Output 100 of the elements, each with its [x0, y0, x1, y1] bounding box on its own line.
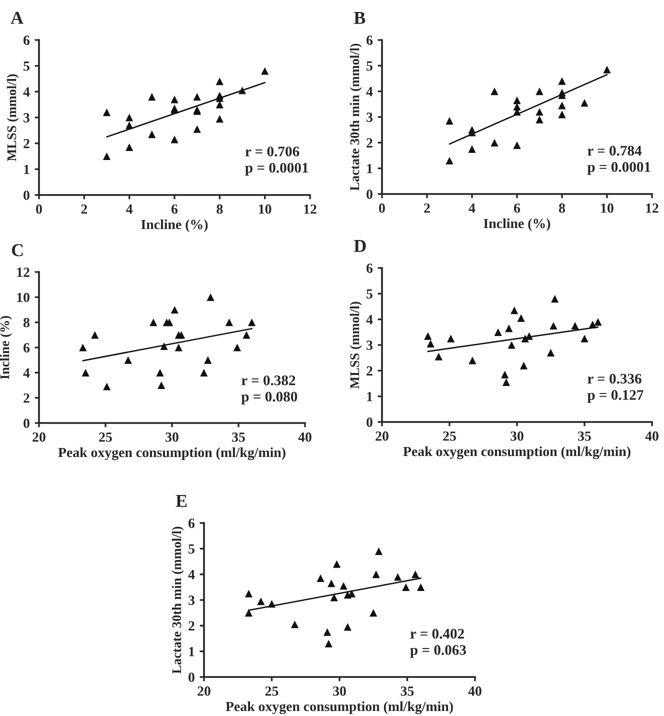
- x-axis-title: Incline (%): [141, 219, 208, 232]
- y-tick-label: 4: [366, 87, 373, 96]
- point: [558, 102, 566, 110]
- point: [216, 78, 224, 86]
- y-tick-label: 1: [367, 164, 372, 174]
- x-tick-label: 12: [304, 204, 316, 214]
- point: [233, 344, 241, 352]
- x-tick-label: 8: [216, 204, 223, 214]
- x-axis-title: Peak oxygen consumption (ml/kg/min): [58, 447, 286, 460]
- point: [102, 152, 111, 160]
- point: [536, 88, 544, 96]
- y-tick-label: 0: [366, 190, 372, 199]
- point: [103, 382, 111, 390]
- point: [244, 609, 253, 617]
- point: [558, 77, 566, 85]
- y-tick-label: 1: [189, 646, 194, 656]
- chart-title: A: [10, 12, 24, 24]
- point: [468, 356, 476, 364]
- annotation: r = 0.382 p = 0.080: [241, 375, 298, 405]
- x-tick-label: 40: [298, 432, 312, 442]
- x-tick-label: 30: [166, 432, 178, 442]
- point: [158, 381, 166, 390]
- point: [316, 574, 324, 582]
- y-tick-label: 1: [367, 392, 372, 402]
- point: [156, 368, 164, 376]
- y-axis-title: Lactate 30th min (mmol/l): [350, 44, 362, 191]
- point: [505, 324, 513, 332]
- y-tick-label: 1: [24, 164, 30, 174]
- y-tick-label: 6: [24, 343, 30, 352]
- x-tick-label: 25: [265, 686, 278, 696]
- point: [102, 108, 111, 116]
- point: [91, 331, 99, 339]
- point: [204, 356, 212, 364]
- y-tick-label: 3: [366, 340, 372, 350]
- point: [225, 318, 233, 326]
- point: [394, 573, 402, 581]
- x-tick-label: 40: [468, 686, 482, 696]
- point: [571, 322, 579, 330]
- annotation: r = 0.336 p = 0.127: [587, 374, 644, 403]
- point: [580, 334, 588, 342]
- point: [257, 597, 265, 606]
- chart-title: D: [354, 240, 366, 252]
- x-tick-label: 20: [32, 432, 46, 442]
- point: [513, 141, 521, 150]
- x-tick-label: 2: [81, 204, 88, 214]
- point: [536, 108, 544, 116]
- y-axis-title: MLSS (mmol/l): [6, 74, 19, 162]
- point: [510, 306, 518, 314]
- point: [170, 96, 178, 104]
- y-tick-label: 5: [188, 544, 194, 554]
- y-tick-label: 6: [24, 36, 30, 45]
- y-tick-label: 0: [188, 672, 194, 682]
- y-tick-label: 0: [24, 190, 30, 200]
- point: [416, 583, 425, 591]
- y-tick-label: 0: [24, 418, 30, 428]
- point: [174, 344, 182, 352]
- x-axis-title: Incline (%): [484, 218, 550, 231]
- x-tick-label: 10: [259, 204, 272, 214]
- point: [374, 547, 383, 556]
- point: [261, 67, 269, 75]
- point: [166, 318, 174, 326]
- y-tick-label: 2: [24, 138, 30, 148]
- point: [82, 368, 90, 376]
- y-tick-label: 2: [24, 393, 30, 403]
- x-tick-label: 30: [333, 686, 346, 696]
- point: [603, 66, 611, 74]
- point: [148, 93, 156, 101]
- point: [216, 114, 224, 123]
- y-tick-label: 4: [23, 87, 30, 96]
- y-tick-label: 3: [366, 112, 372, 122]
- x-axis-title: Peak oxygen consumption (ml/kg/min): [226, 701, 453, 714]
- chart-title: B: [354, 12, 366, 24]
- x-tick-label: 30: [510, 431, 524, 441]
- x-tick-label: 20: [198, 686, 210, 696]
- y-tick-label: 6: [366, 264, 373, 273]
- point: [434, 352, 443, 360]
- y-tick-label: 12: [17, 268, 30, 277]
- point: [324, 628, 332, 636]
- y-tick-label: 4: [366, 315, 373, 324]
- point: [594, 318, 602, 326]
- y-tick-label: 2: [188, 621, 194, 630]
- point: [248, 318, 256, 326]
- x-tick-label: 35: [232, 432, 245, 442]
- x-tick-label: 25: [99, 432, 112, 442]
- y-tick-label: 6: [366, 36, 373, 45]
- point: [344, 623, 352, 631]
- point: [402, 583, 410, 591]
- y-axis-title: Lactate 30th min (mmol/l): [172, 526, 184, 674]
- x-tick-label: 6: [172, 204, 178, 214]
- x-tick-label: 0: [379, 203, 385, 213]
- y-tick-label: 5: [366, 289, 372, 299]
- point: [501, 370, 509, 378]
- y-tick-label: 6: [188, 518, 195, 528]
- point: [513, 96, 521, 104]
- x-tick-label: 35: [578, 431, 591, 441]
- point: [244, 590, 253, 598]
- point: [468, 145, 476, 153]
- point: [328, 580, 336, 588]
- point: [193, 93, 201, 101]
- point: [324, 640, 332, 648]
